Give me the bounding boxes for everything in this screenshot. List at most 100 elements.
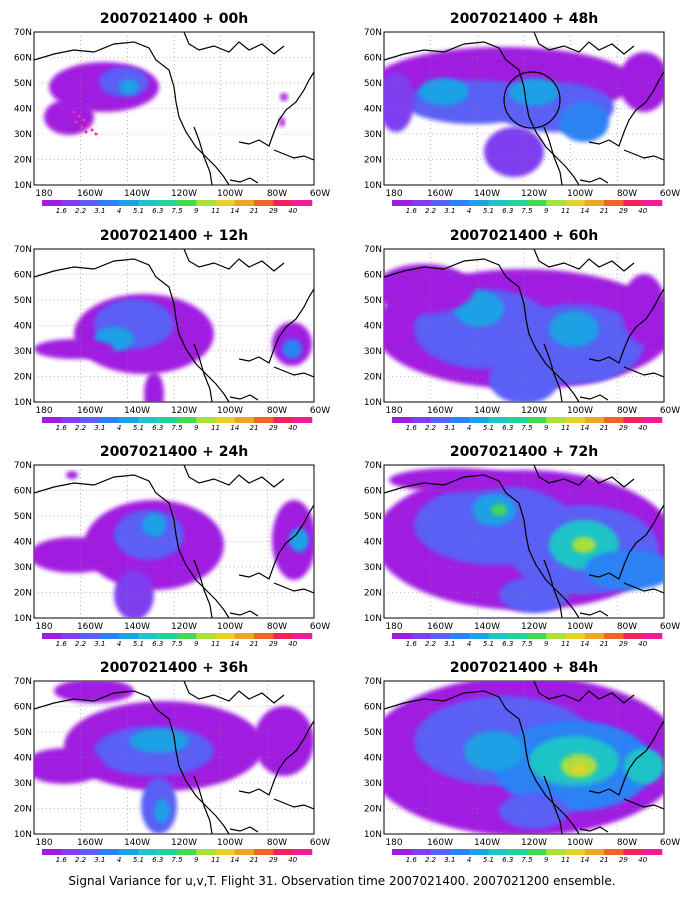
colorbar-swatch [80,417,101,423]
colorbar-swatch [430,849,451,855]
colorbar-swatch [42,633,62,639]
map-panel: 2007021400 + 60h 70N 60N 50N 40N 30N 20N 10N180… [364,228,680,432]
colorbar-label: 6.3 [502,207,513,215]
lat-label: 30N [364,563,382,573]
lat-label: 60N [14,487,32,497]
panel-title: 2007021400 + 24h [100,444,248,460]
variance-contour [34,537,119,573]
colorbar-swatch [196,849,216,855]
colorbar-label: 2.2 [425,640,437,648]
lat-label: 60N [364,487,382,497]
variance-contour [280,93,288,101]
lon-label: 160W [77,838,103,848]
colorbar-label: 1.6 [406,424,418,432]
colorbar-label: 40 [288,640,297,648]
colorbar-label: 14 [230,640,239,648]
coastline [273,366,314,378]
colorbar-swatch [177,849,197,855]
coastline [588,504,664,580]
colorbar-label: 1.6 [56,856,68,864]
coastline [193,343,213,402]
coastline [623,366,664,378]
lat-label: 40N [14,322,32,332]
lat-label: 60N [364,703,382,713]
observation-circle [503,71,561,129]
colorbar-swatch [119,200,139,206]
lon-label: 100W [217,406,243,416]
lat-label: 50N [364,728,382,738]
lon-label: 80W [267,406,287,416]
colorbar-swatch [119,849,139,855]
colorbar-swatch [430,200,451,206]
map-panel: 2007021400 + 72h 70N 60N 50N 40N 30N 20N 10N180… [364,444,680,648]
colorbar-swatch [273,633,294,639]
lat-label: 50N [364,512,382,522]
colorbar-swatch [430,633,451,639]
coastline [588,288,664,364]
colorbar-swatch [469,849,489,855]
lat-label: 70N [14,245,32,255]
colorbar-swatch [411,849,431,855]
colorbar-swatch [623,849,644,855]
colorbar-label: 4 [467,207,471,215]
colorbar-swatch [273,849,294,855]
coastline [588,71,664,147]
lon-label: 80W [267,838,287,848]
colorbar-label: 7.5 [171,424,183,432]
coastline [34,41,230,185]
coastline [238,504,314,580]
lon-label: 80W [617,189,637,199]
colorbar-label: 4 [467,640,471,648]
flight-track-point [72,110,76,114]
colorbar-label: 1.6 [56,207,68,215]
colorbar-label: 21 [600,640,609,648]
lat-label: 10N [364,614,382,624]
variance-contour [572,537,596,553]
lat-label: 20N [364,156,382,166]
coastline [623,582,664,594]
colorbar-swatch [430,417,451,423]
variance-contour [559,102,609,142]
colorbar-label: 5.1 [483,856,494,864]
lat-label: 50N [14,512,32,522]
lat-label: 40N [14,754,32,764]
lon-label: 60W [660,622,680,632]
colorbar-swatch [215,200,236,206]
flight-track-point [80,125,84,129]
colorbar-swatch [604,200,624,206]
variance-contour [254,706,314,776]
lon-label: 120W [171,406,197,416]
variance-contour [389,468,519,492]
coastline [229,610,259,617]
lon-label: 140W [474,838,500,848]
colorbar-swatch [623,417,644,423]
colorbar-swatch [392,849,412,855]
colorbar-label: 40 [288,856,297,864]
colorbar-swatch [565,200,586,206]
colorbar-label: 2.2 [75,424,87,432]
lat-label: 60N [14,54,32,64]
colorbar-swatch [392,200,412,206]
coastline [273,149,314,161]
colorbar-label: 4 [117,424,121,432]
colorbar-swatch [584,633,605,639]
coastline [543,343,563,402]
variance-contour [491,504,507,516]
colorbar-label: 7.5 [521,207,533,215]
lon-label: 100W [567,406,593,416]
coastline [588,720,664,796]
coastline [238,71,314,147]
flight-track-point [77,114,81,118]
colorbar-label: 21 [600,856,609,864]
lon-label: 120W [521,838,547,848]
colorbar-label: 29 [269,640,278,648]
coastline [533,681,635,704]
lon-label: 120W [521,189,547,199]
lon-label: 120W [171,189,197,199]
colorbar-swatch [234,200,255,206]
colorbar-swatch [99,417,120,423]
lat-label: 50N [14,728,32,738]
colorbar-label: 29 [269,856,278,864]
lon-label: 80W [267,189,287,199]
map-panel: 2007021400 + 36h 70N 60N 50N 40N 30N 20N 10N180… [14,660,330,864]
